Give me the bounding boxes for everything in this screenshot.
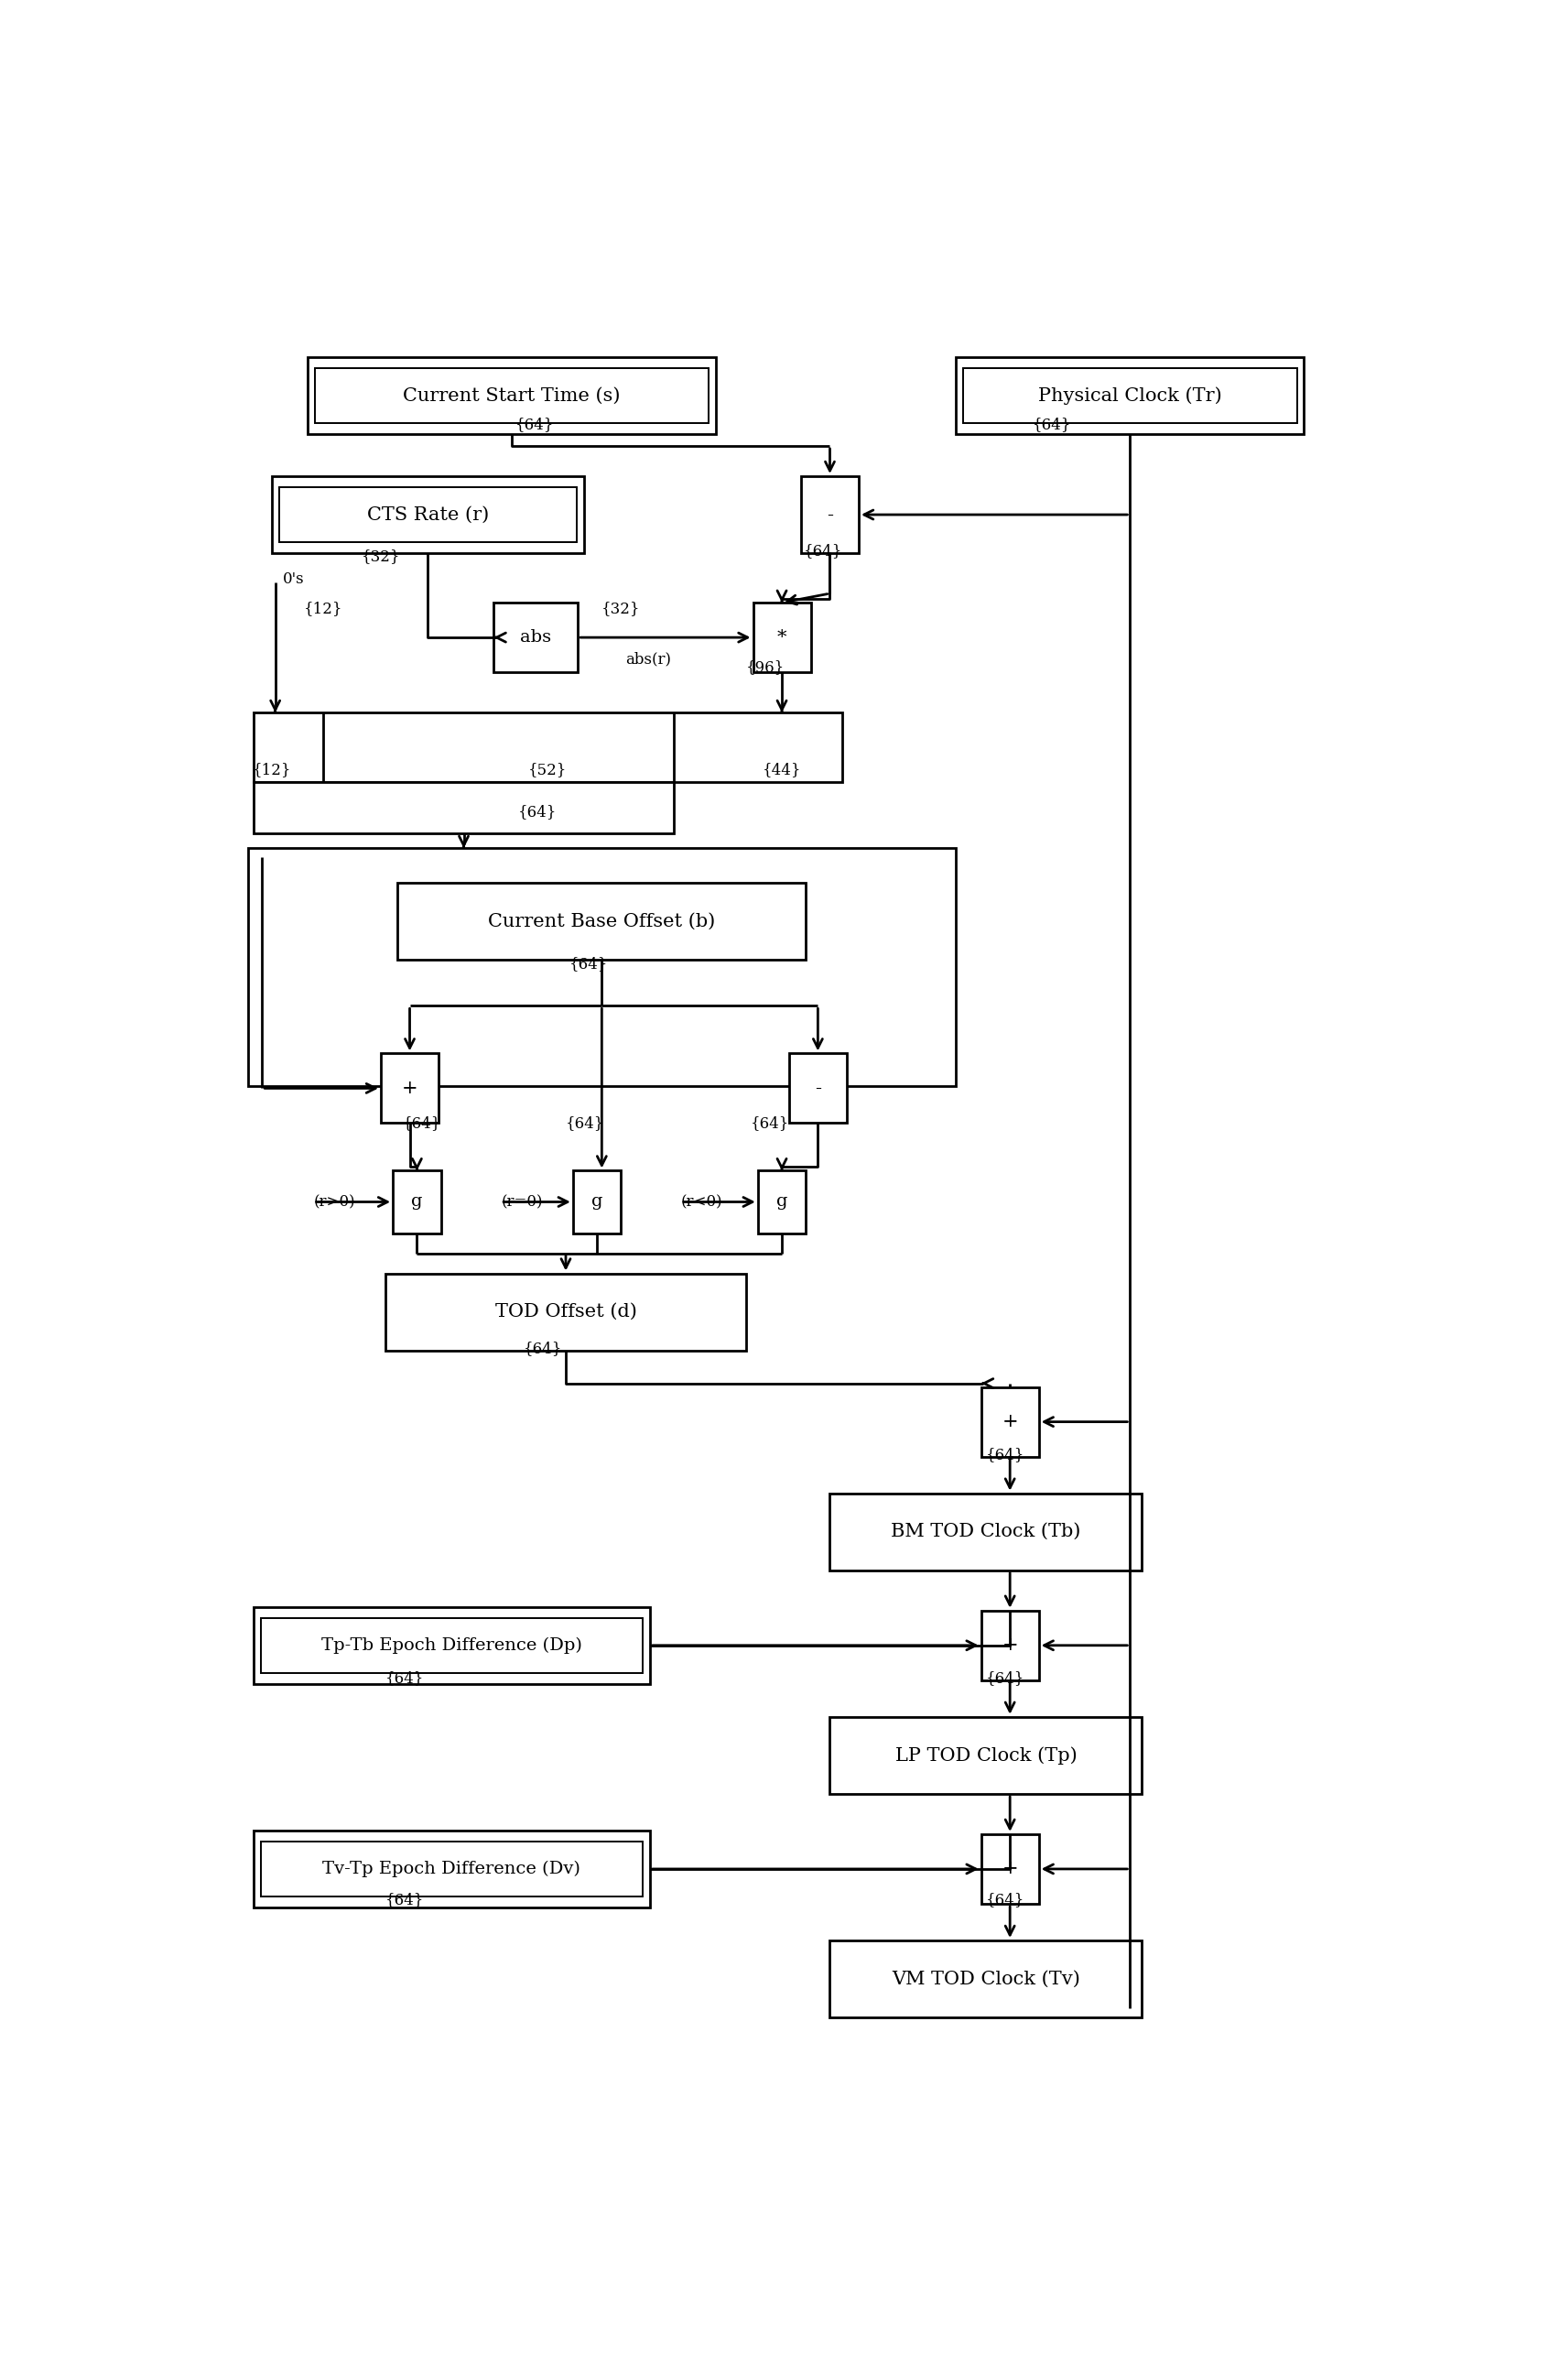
Text: Tv-Tp Epoch Difference (Dv): Tv-Tp Epoch Difference (Dv)	[322, 1861, 581, 1878]
Text: {12}: {12}	[304, 600, 342, 616]
Bar	[981, 1835, 1039, 1904]
Text: {64}: {64}	[524, 1340, 562, 1357]
Bar	[757, 1171, 805, 1233]
Bar	[386, 1273, 745, 1349]
Bar	[248, 847, 956, 1085]
Bar	[254, 783, 674, 833]
Text: +: +	[1002, 1861, 1018, 1878]
Text: LP TOD Clock (Tp): LP TOD Clock (Tp)	[895, 1747, 1077, 1764]
Bar	[830, 1716, 1142, 1795]
Text: {64}: {64}	[1033, 416, 1072, 433]
Bar	[573, 1171, 621, 1233]
Text: 0's: 0's	[282, 571, 304, 585]
Bar	[260, 1842, 643, 1897]
Text: {64}: {64}	[386, 1892, 424, 1909]
Text: {52}: {52}	[528, 762, 567, 778]
Text: BM TOD Clock (Tb): BM TOD Clock (Tb)	[891, 1523, 1081, 1540]
Text: {44}: {44}	[762, 762, 801, 778]
Text: +: +	[401, 1081, 418, 1097]
Text: VM TOD Clock (Tv): VM TOD Clock (Tv)	[892, 1971, 1080, 1987]
Bar	[981, 1388, 1039, 1457]
Text: {32}: {32}	[601, 600, 641, 616]
Text: (r<0): (r<0)	[682, 1195, 723, 1209]
Bar	[801, 476, 858, 552]
Bar	[314, 369, 708, 424]
Text: TOD Offset (d): TOD Offset (d)	[494, 1304, 637, 1321]
Bar	[830, 1492, 1142, 1571]
Bar	[753, 602, 810, 671]
Text: {64}: {64}	[403, 1116, 441, 1130]
Text: {64}: {64}	[516, 416, 555, 433]
Bar	[393, 1171, 441, 1233]
Text: {64}: {64}	[751, 1116, 790, 1130]
Text: (r>0): (r>0)	[313, 1195, 355, 1209]
Text: {96}: {96}	[745, 659, 784, 674]
Bar	[956, 357, 1304, 433]
Text: abs(r): abs(r)	[626, 652, 672, 666]
Bar	[398, 883, 805, 959]
Text: {64}: {64}	[987, 1671, 1025, 1685]
Text: {12}: {12}	[252, 762, 291, 778]
Text: +: +	[1002, 1414, 1018, 1430]
Text: *: *	[778, 628, 787, 645]
Bar	[788, 1054, 847, 1123]
Bar	[830, 1940, 1142, 2018]
Text: Physical Clock (Tr): Physical Clock (Tr)	[1038, 386, 1222, 405]
Bar	[963, 369, 1297, 424]
Bar	[254, 1606, 651, 1685]
Bar	[381, 1054, 438, 1123]
Bar	[981, 1611, 1039, 1680]
Text: g: g	[592, 1195, 603, 1209]
Bar	[494, 602, 578, 671]
Text: CTS Rate (r): CTS Rate (r)	[367, 507, 489, 524]
Text: +: +	[1002, 1637, 1018, 1654]
Text: {64}: {64}	[517, 804, 556, 819]
Text: {64}: {64}	[570, 957, 609, 971]
Text: (r=0): (r=0)	[500, 1195, 542, 1209]
Text: -: -	[827, 507, 833, 524]
Bar	[279, 488, 576, 543]
Text: g: g	[776, 1195, 787, 1209]
Text: Current Base Offset (b): Current Base Offset (b)	[488, 914, 716, 931]
Text: {64}: {64}	[987, 1447, 1025, 1464]
Text: {64}: {64}	[565, 1116, 604, 1130]
Bar	[308, 357, 716, 433]
Text: {32}: {32}	[362, 550, 401, 564]
Text: g: g	[410, 1195, 423, 1209]
Text: {64}: {64}	[987, 1892, 1025, 1909]
Bar	[260, 1618, 643, 1673]
Bar	[254, 712, 843, 783]
Text: {64}: {64}	[804, 543, 843, 559]
Text: abs: abs	[520, 628, 551, 645]
Text: {64}: {64}	[386, 1671, 424, 1685]
Text: -: -	[815, 1081, 821, 1097]
Text: Tp-Tb Epoch Difference (Dp): Tp-Tb Epoch Difference (Dp)	[321, 1637, 582, 1654]
Bar	[254, 1830, 651, 1906]
Text: Current Start Time (s): Current Start Time (s)	[403, 388, 621, 405]
Bar	[271, 476, 584, 552]
